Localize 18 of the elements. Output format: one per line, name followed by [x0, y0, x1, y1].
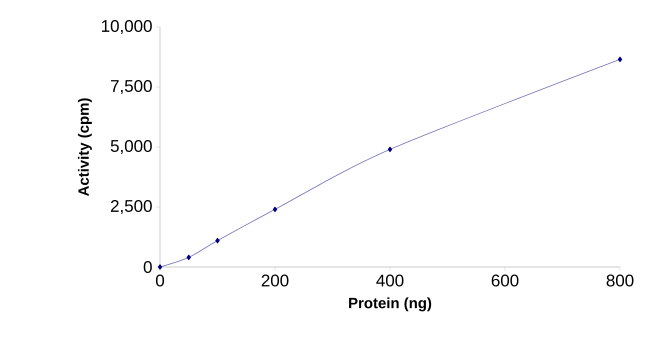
x-tick-label: 200	[262, 274, 288, 287]
point	[388, 146, 392, 152]
x-tick-label: 0	[156, 274, 164, 287]
y-tick-label: 5,000	[110, 140, 152, 154]
x-tick-label: 800	[606, 274, 634, 287]
y-tick-label: 2,500	[110, 200, 152, 214]
point	[272, 206, 278, 212]
y-tick-label: 7,500	[110, 80, 152, 94]
y-tick-label: 10,000	[102, 20, 152, 34]
point	[158, 264, 162, 270]
point	[215, 238, 220, 244]
y-axis-title: Activity (cpm)	[78, 98, 92, 196]
point	[618, 56, 622, 62]
x-tick-label: 400	[376, 274, 404, 287]
y-tick-label: 0	[144, 261, 152, 273]
point	[186, 254, 191, 260]
x-axis-title: Protein (ng)	[349, 297, 432, 312]
x-tick-label: 600	[492, 274, 518, 287]
